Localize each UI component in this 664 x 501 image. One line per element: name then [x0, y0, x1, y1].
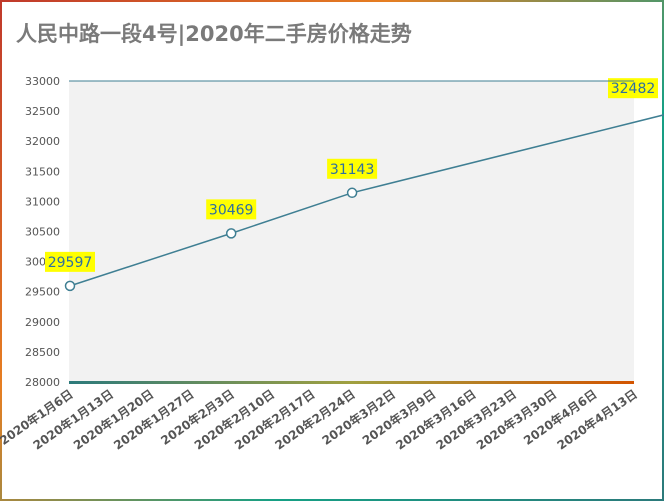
data-label: 30469: [209, 202, 254, 218]
data-label-bg: [45, 251, 95, 272]
y-tick-label: 28500: [25, 346, 60, 359]
y-tick-label: 28000: [25, 376, 60, 389]
y-tick-label: 29500: [25, 286, 60, 299]
data-label: 31143: [330, 162, 375, 178]
chart-title: 人民中路一段4号|2020年二手房价格走势: [16, 22, 412, 46]
y-tick-label: 32000: [25, 135, 60, 148]
data-point: [64, 280, 76, 292]
data-point: [346, 187, 358, 199]
data-label-bg: [206, 199, 257, 220]
y-tick-label: 30500: [25, 226, 60, 239]
y-tick-label: 32500: [25, 105, 60, 118]
data-label: 32482: [611, 81, 656, 97]
y-tick-label: 31500: [25, 165, 60, 178]
data-label: 29597: [48, 255, 93, 271]
x-axis-line: [69, 381, 634, 384]
y-tick-label: 29000: [25, 316, 60, 329]
y-tick-label: 33000: [25, 75, 60, 88]
plot-area: [69, 81, 634, 382]
data-label-bg: [327, 158, 378, 179]
data-point: [225, 228, 237, 239]
y-tick-label: 31000: [25, 195, 60, 208]
data-label-bg: [608, 78, 658, 99]
series-line: [69, 114, 664, 287]
